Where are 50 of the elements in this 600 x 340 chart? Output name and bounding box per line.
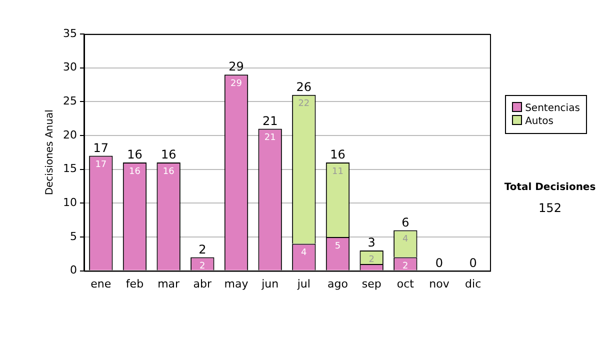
x-tick-label: sep xyxy=(362,277,382,290)
x-tick-label: feb xyxy=(126,277,144,290)
x-tick-label: ene xyxy=(90,277,112,290)
y-tick-label: 35 xyxy=(62,26,77,40)
y-tick-label: 20 xyxy=(62,128,77,142)
x-tick-label: jun xyxy=(260,277,279,290)
data-label: 17 xyxy=(95,160,107,170)
total-label: 6 xyxy=(402,215,410,230)
x-tick-label: oct xyxy=(396,277,415,290)
legend-label: Autos xyxy=(524,115,554,127)
x-tick-label: may xyxy=(224,277,249,290)
legend-label: Sentencias xyxy=(524,102,580,114)
data-label: 22 xyxy=(298,99,310,110)
data-label: 2 xyxy=(200,262,206,272)
y-tick-label: 0 xyxy=(70,264,77,277)
x-tick-label: nov xyxy=(429,277,450,290)
text: Total Decisiones xyxy=(503,182,597,193)
data-label: 2 xyxy=(368,254,374,265)
data-label: 4 xyxy=(402,234,409,245)
data-label: 11 xyxy=(332,166,344,177)
total-label: 17 xyxy=(93,140,109,155)
total-label: 26 xyxy=(296,80,312,94)
total-label: 3 xyxy=(368,236,376,250)
total-label: 16 xyxy=(127,148,142,162)
total-label: 29 xyxy=(228,60,244,74)
y-tick-label: 25 xyxy=(62,94,77,108)
y-tick-label: 30 xyxy=(62,60,77,74)
data-label: 5 xyxy=(334,241,341,252)
data-label: 29 xyxy=(230,78,242,89)
x-tick-label: dic xyxy=(465,277,482,290)
total-label: 2 xyxy=(198,242,206,256)
x-tick-label: abr xyxy=(193,277,212,290)
data-label: 2 xyxy=(402,262,408,272)
x-tick-label: jul xyxy=(296,277,310,290)
y-tick-label: 5 xyxy=(70,230,77,243)
data-label: 16 xyxy=(129,166,141,177)
total-label: 0 xyxy=(469,256,477,270)
y-tick-label: 10 xyxy=(62,196,77,209)
text: 152 xyxy=(538,201,562,215)
total-label: 0 xyxy=(435,256,444,270)
total-label: 16 xyxy=(160,148,176,162)
data-label: 21 xyxy=(264,133,276,144)
y-tick-label: 15 xyxy=(62,162,77,176)
data-label: 16 xyxy=(162,166,175,177)
total-label: 16 xyxy=(330,148,346,162)
data-label: 4 xyxy=(301,248,308,258)
y-axis-title: Decisiones Anual xyxy=(44,110,56,196)
total-label: 21 xyxy=(262,114,278,128)
x-tick-label: mar xyxy=(158,277,180,290)
x-tick-label: ago xyxy=(328,277,348,290)
